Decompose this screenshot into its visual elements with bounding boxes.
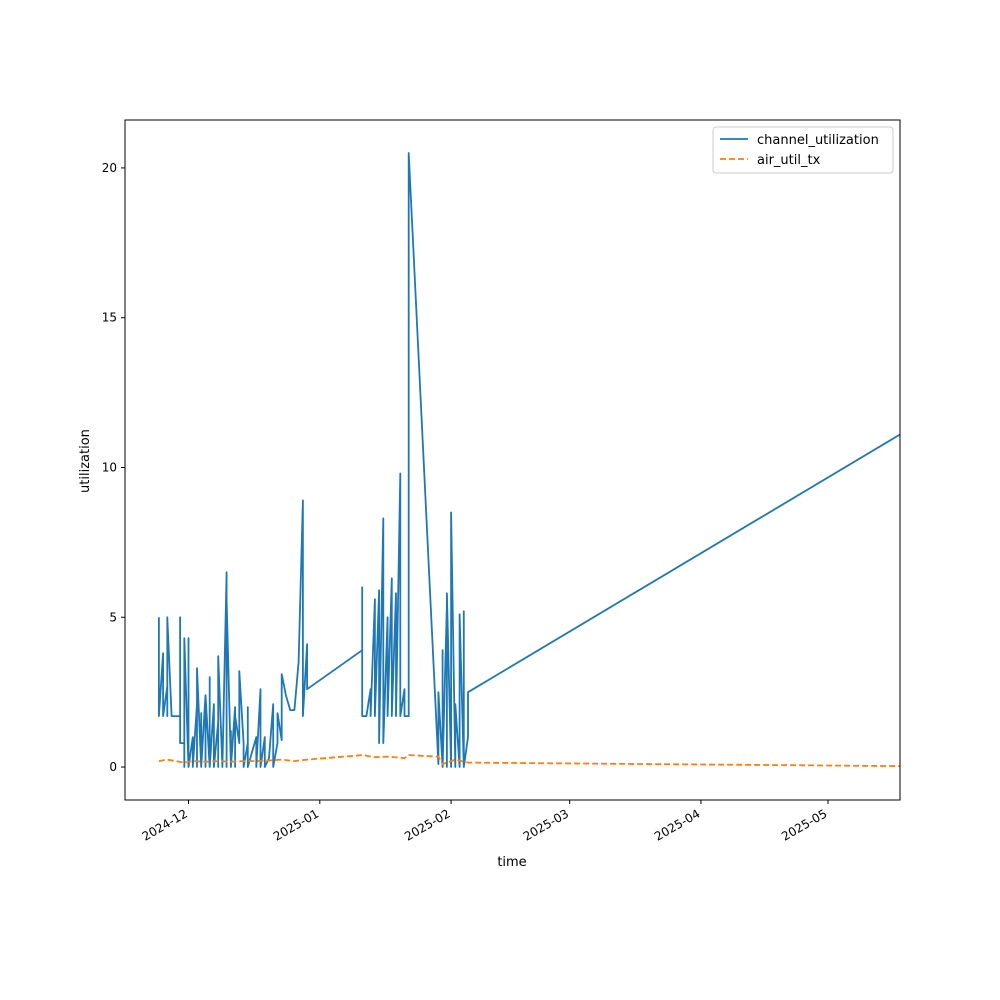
y-tick-label: 0	[109, 760, 117, 774]
legend-box	[712, 126, 894, 174]
legend-label-channel-utilization: channel_utilization	[757, 133, 879, 148]
legend-label-air-util-tx: air_util_tx	[757, 153, 821, 168]
y-axis-label: utilization	[78, 429, 93, 493]
series-line-channel-utilization	[158, 152, 901, 768]
legend: channel_utilization air_util_tx	[712, 126, 894, 174]
y-tick-label: 20	[102, 161, 117, 175]
y-axis: 0 5 10 15 20	[102, 161, 125, 774]
plot-area	[125, 120, 900, 800]
plot-frame	[124, 119, 901, 801]
series-line-air-util-tx	[158, 754, 901, 767]
series-layer	[158, 152, 901, 768]
y-tick-label: 15	[102, 311, 117, 325]
x-axis-label: time	[497, 855, 526, 870]
y-tick-label: 5	[109, 610, 117, 624]
y-tick-label: 10	[102, 460, 117, 474]
